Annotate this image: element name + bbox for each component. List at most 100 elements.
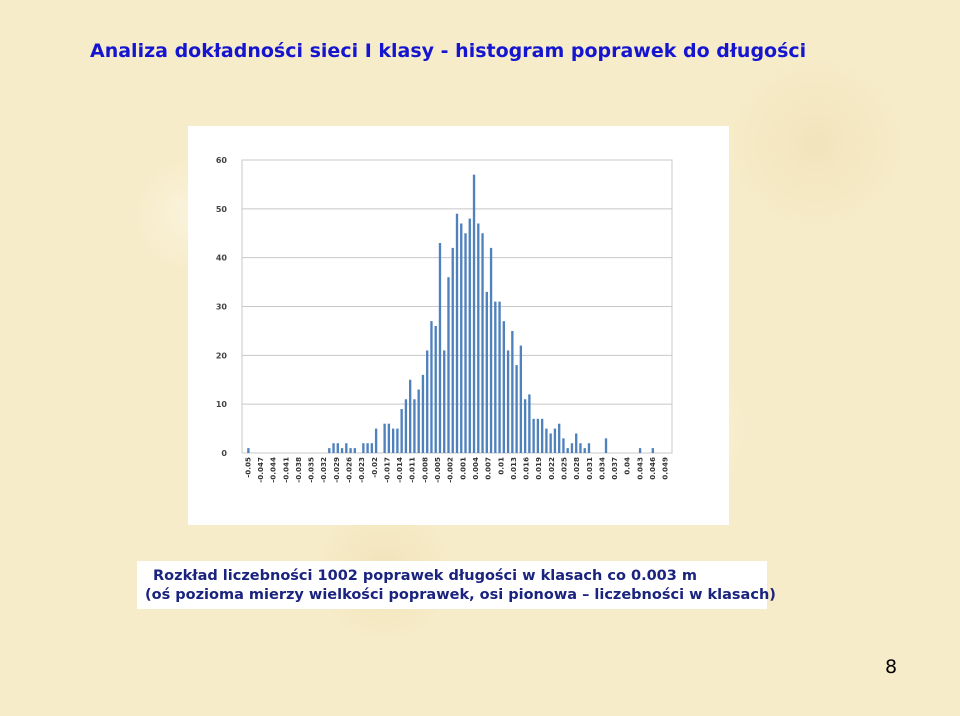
histogram-bar <box>481 233 484 453</box>
histogram-bar <box>523 399 527 453</box>
x-tick-label: -0.014 <box>395 457 404 483</box>
histogram-bar <box>506 350 510 453</box>
histogram-bar <box>570 443 574 453</box>
x-tick-label: -0.047 <box>256 457 265 483</box>
histogram-bar <box>494 301 497 453</box>
histogram-bar <box>575 433 578 453</box>
histogram-bar <box>536 418 540 453</box>
histogram-svg: 0 10 20 30 40 50 60 -0.05 -0.047 -0.044 -0.041 -0.0… <box>216 156 673 483</box>
x-tick-label: 0.007 <box>484 457 493 480</box>
x-tick-label: -0.044 <box>269 457 278 483</box>
y-tick-label: 30 <box>216 303 228 312</box>
x-tick-label: 0.037 <box>610 457 619 480</box>
x-tick-label: -0.002 <box>446 457 455 483</box>
histogram-bar <box>528 394 531 453</box>
histogram-bar <box>332 443 335 453</box>
x-tick-label: -0.023 <box>357 457 366 483</box>
histogram-bar <box>477 223 480 453</box>
histogram-bar <box>553 428 557 453</box>
y-tick-label: 50 <box>216 205 228 214</box>
histogram-bar <box>413 399 416 453</box>
histogram-bar <box>366 443 369 453</box>
histogram-bar <box>345 443 348 453</box>
histogram-bar <box>370 443 374 453</box>
histogram-bar <box>336 443 339 453</box>
histogram-bar <box>374 428 378 453</box>
x-tick-label: -0.011 <box>408 457 417 483</box>
histogram-bar <box>353 448 356 453</box>
x-tick-label: -0.017 <box>382 457 391 483</box>
histogram-bar <box>383 423 386 453</box>
histogram-bar <box>468 218 471 453</box>
x-tick-label: 0.04 <box>623 457 632 475</box>
x-tick-label: -0.032 <box>319 457 328 483</box>
histogram-bar <box>438 243 442 453</box>
histogram-bar <box>391 428 395 453</box>
histogram-bar <box>562 438 565 453</box>
histogram-bar <box>443 350 446 453</box>
histogram-bar <box>651 448 655 453</box>
x-tick-label: 0.049 <box>661 457 670 480</box>
histogram-bar <box>549 433 552 453</box>
histogram-bar <box>604 438 608 453</box>
x-tick-label: -0.038 <box>294 457 303 483</box>
x-tick-label: -0.02 <box>370 457 379 478</box>
histogram-bar <box>408 379 412 453</box>
histogram-bar <box>558 423 561 453</box>
caption-box: Rozkład liczebności 1002 poprawek długoś… <box>137 561 776 609</box>
x-tick-label: 0.034 <box>597 457 606 480</box>
histogram-bar <box>460 223 463 453</box>
histogram-bar <box>362 443 365 453</box>
x-tick-label: 0.004 <box>471 457 480 480</box>
histogram-bar <box>566 448 569 453</box>
histogram-bar <box>511 330 514 453</box>
histogram-bar <box>579 443 582 453</box>
histogram-bar <box>485 291 488 453</box>
histogram-bar <box>583 448 586 453</box>
x-tick-label: 0.022 <box>547 457 556 480</box>
histogram-bar <box>587 443 591 453</box>
histogram-bar <box>404 399 408 453</box>
x-tick-label: 0.016 <box>522 457 531 480</box>
x-tick-label: 0.031 <box>585 457 594 480</box>
x-tick-label: -0.05 <box>243 457 252 478</box>
histogram-bar <box>434 326 437 453</box>
x-tick-label: -0.005 <box>433 457 442 483</box>
histogram-bar <box>417 389 420 453</box>
caption-line-1: Rozkład liczebności 1002 poprawek długoś… <box>153 568 698 584</box>
histogram-bar <box>545 428 548 453</box>
x-tick-label: 0.013 <box>509 457 518 480</box>
histogram-bar <box>426 350 429 453</box>
x-tick-label: 0.019 <box>534 457 543 480</box>
histogram-bar <box>502 321 506 453</box>
y-tick-label: 0 <box>221 449 227 458</box>
histogram-bar <box>498 301 501 453</box>
histogram-bar <box>396 428 399 453</box>
y-tick-label: 10 <box>216 400 228 409</box>
histogram-bar <box>455 213 459 453</box>
page-number: 8 <box>885 656 898 678</box>
x-tick-label: -0.008 <box>420 457 429 483</box>
histogram-bar <box>489 247 493 453</box>
x-tick-label: -0.026 <box>345 457 354 483</box>
histogram-bar <box>400 409 403 453</box>
histogram-bar <box>247 448 250 453</box>
histogram-bar <box>451 247 454 453</box>
x-tick-label: -0.041 <box>281 457 290 483</box>
histogram-bar <box>464 233 467 453</box>
x-tick-label: -0.035 <box>307 457 316 483</box>
x-tick-label: 0.046 <box>648 457 657 480</box>
caption-line-2: (oś pozioma mierzy wielkości poprawek, o… <box>145 587 776 603</box>
x-tick-label: 0.025 <box>560 457 569 480</box>
histogram-bar <box>340 448 344 453</box>
histogram-bar <box>472 174 476 453</box>
x-tick-label: 0.028 <box>572 457 581 480</box>
histogram-bar <box>532 418 535 453</box>
histogram-bar <box>430 321 433 453</box>
histogram-bar <box>447 277 450 453</box>
histogram-bar <box>421 374 425 453</box>
histogram-bar <box>387 423 391 453</box>
histogram-bar <box>328 448 331 453</box>
slide-title: Analiza dokładności sieci I klasy - hist… <box>90 40 807 62</box>
histogram-bar <box>349 448 352 453</box>
